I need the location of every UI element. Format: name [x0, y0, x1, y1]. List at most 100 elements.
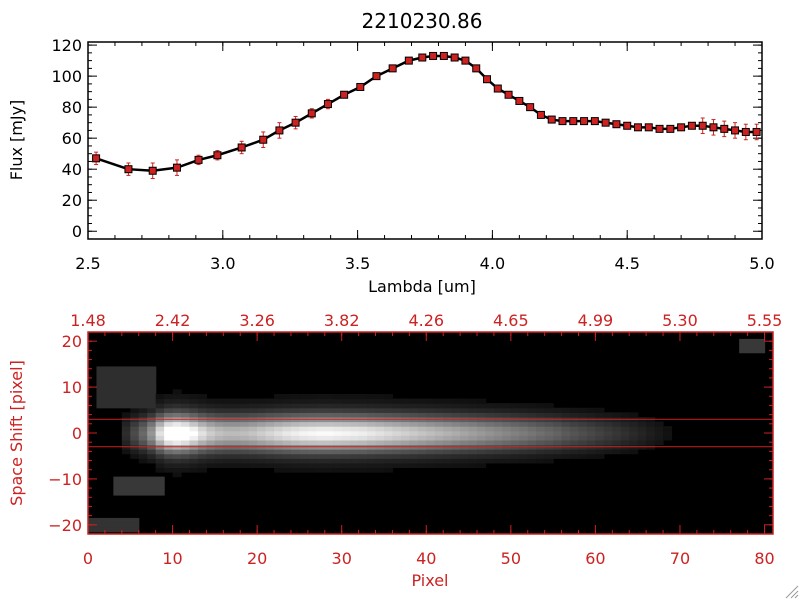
- heatmap-cell: [113, 485, 123, 491]
- heatmap-cell: [181, 430, 191, 436]
- data-point: [601, 118, 610, 127]
- heatmap-cell: [646, 435, 656, 441]
- heatmap-cell: [637, 439, 647, 446]
- heatmap-cell: [316, 421, 326, 427]
- heatmap-cell: [561, 421, 571, 427]
- heatmap-cell: [443, 435, 453, 441]
- heatmap-cell: [214, 403, 224, 409]
- heatmap-cell: [130, 380, 140, 386]
- heatmap-cell: [240, 458, 250, 464]
- heatmap-cell: [358, 407, 368, 413]
- heatmap-cell: [333, 421, 343, 427]
- data-point: [526, 103, 535, 112]
- heatmap-cell: [536, 403, 546, 409]
- heatmap-cell: [417, 426, 427, 432]
- heatmap-cell: [620, 435, 630, 441]
- heatmap-cell: [426, 426, 436, 432]
- heatmap-cell: [544, 458, 554, 464]
- heatmap-cell: [477, 435, 487, 441]
- heatmap-cells: [88, 338, 766, 533]
- heatmap-cell: [299, 403, 309, 409]
- bottom-x-tick-label: 10: [162, 549, 182, 568]
- heatmap-cell: [612, 426, 622, 432]
- heatmap-cell: [96, 393, 106, 400]
- heatmap-cell: [307, 449, 317, 455]
- heatmap-cell: [358, 412, 368, 418]
- resize-grip-icon[interactable]: [785, 585, 799, 599]
- heatmap-cell: [527, 449, 537, 455]
- heatmap-cell: [147, 375, 157, 381]
- heatmap-cell: [214, 453, 224, 459]
- heatmap-cell: [104, 403, 114, 409]
- heatmap-cell: [138, 407, 148, 413]
- heatmap-cell: [392, 435, 402, 441]
- data-point: [259, 135, 268, 144]
- heatmap-cell: [231, 407, 241, 413]
- heatmap-cell: [510, 421, 520, 427]
- heatmap-cell: [417, 421, 427, 427]
- heatmap-cell: [443, 421, 453, 427]
- heatmap-cell: [510, 453, 520, 459]
- heatmap-cell: [324, 393, 334, 400]
- heatmap-cell: [181, 439, 191, 446]
- wavelength-tick-label: 3.26: [239, 311, 275, 330]
- heatmap-cell: [350, 430, 360, 436]
- heatmap-cell: [409, 453, 419, 459]
- heatmap-cell: [181, 458, 191, 464]
- heatmap-cell: [654, 426, 664, 432]
- heatmap-cell: [477, 439, 487, 446]
- heatmap-cell: [358, 430, 368, 436]
- heatmap-cell: [316, 453, 326, 459]
- heatmap-cell: [367, 421, 377, 427]
- heatmap-cell: [248, 439, 258, 446]
- heatmap-cell: [477, 403, 487, 409]
- heatmap-cell: [561, 426, 571, 432]
- heatmap-cell: [113, 527, 123, 533]
- heatmap-cell: [367, 453, 377, 459]
- heatmap-cell: [561, 412, 571, 418]
- heatmap-cell: [637, 426, 647, 432]
- heatmap-cell: [595, 435, 605, 441]
- heatmap-cell: [629, 435, 639, 441]
- heatmap-cell: [189, 426, 199, 432]
- flux-series: [92, 51, 761, 180]
- heatmap-cell: [189, 430, 199, 436]
- heatmap-cell: [400, 403, 410, 409]
- heatmap-cell: [299, 421, 309, 427]
- heatmap-cell: [367, 412, 377, 418]
- heatmap-cell: [477, 462, 487, 469]
- heatmap-cell: [400, 435, 410, 441]
- heatmap-cell: [451, 421, 461, 427]
- heatmap-cell: [460, 439, 470, 446]
- heatmap-cell: [493, 453, 503, 459]
- heatmap-cell: [189, 393, 199, 400]
- heatmap-cell: [367, 426, 377, 432]
- heatmap-cell: [316, 393, 326, 400]
- heatmap-cell: [290, 393, 301, 400]
- heatmap-cell: [197, 421, 207, 427]
- heatmap-cell: [544, 412, 554, 418]
- heatmap-cell: [138, 403, 148, 409]
- data-point: [307, 109, 316, 118]
- heatmap-cell: [460, 435, 470, 441]
- heatmap-cell: [121, 371, 131, 377]
- heatmap-cell: [460, 412, 470, 418]
- heatmap-cell: [172, 426, 182, 432]
- heatmap-cell: [138, 490, 148, 496]
- heatmap-cell: [409, 398, 419, 404]
- heatmap-cell: [654, 421, 664, 427]
- heatmap-cell: [214, 449, 224, 455]
- data-point: [356, 82, 365, 91]
- heatmap-cell: [663, 435, 673, 441]
- heatmap-cell: [248, 426, 258, 432]
- heatmap-cell: [527, 439, 537, 446]
- heatmap-cell: [181, 398, 191, 404]
- heatmap-cell: [333, 398, 343, 404]
- heatmap-cell: [570, 407, 580, 413]
- heatmap-cell: [358, 449, 368, 455]
- wavelength-tick-label: 1.48: [70, 311, 106, 330]
- heatmap-cell: [147, 458, 157, 464]
- heatmap-cell: [333, 449, 343, 455]
- heatmap-cell: [274, 458, 284, 464]
- heatmap-cell: [324, 426, 334, 432]
